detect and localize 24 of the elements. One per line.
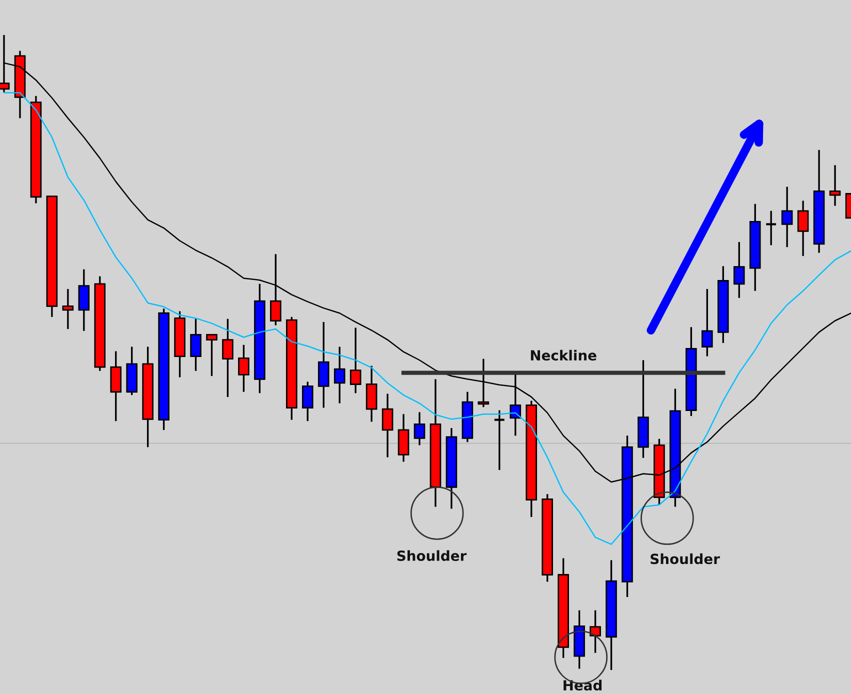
candlestick (222, 318, 234, 398)
candlestick (493, 409, 506, 471)
candlestick (334, 346, 346, 404)
candlestick (797, 200, 809, 257)
annotation: Shoulder (650, 553, 720, 564)
candlestick (829, 164, 841, 207)
candlestick (702, 288, 713, 358)
candlestick (350, 326, 362, 394)
text: Head (564, 680, 602, 691)
candlestick (382, 392, 394, 458)
candlestick (414, 411, 426, 446)
series-label: Neckline (530, 350, 596, 361)
candlestick (590, 609, 601, 654)
candlestick (733, 241, 745, 299)
candlestick (765, 210, 778, 246)
candlestick (478, 358, 490, 408)
candlestick (62, 288, 74, 330)
candlestick (781, 186, 793, 248)
annotation: Shoulder (397, 550, 467, 561)
candlestick (302, 380, 314, 422)
candlestick (190, 318, 202, 372)
candlestick (270, 253, 282, 326)
candlestick (238, 344, 250, 393)
candlestick (206, 334, 218, 377)
